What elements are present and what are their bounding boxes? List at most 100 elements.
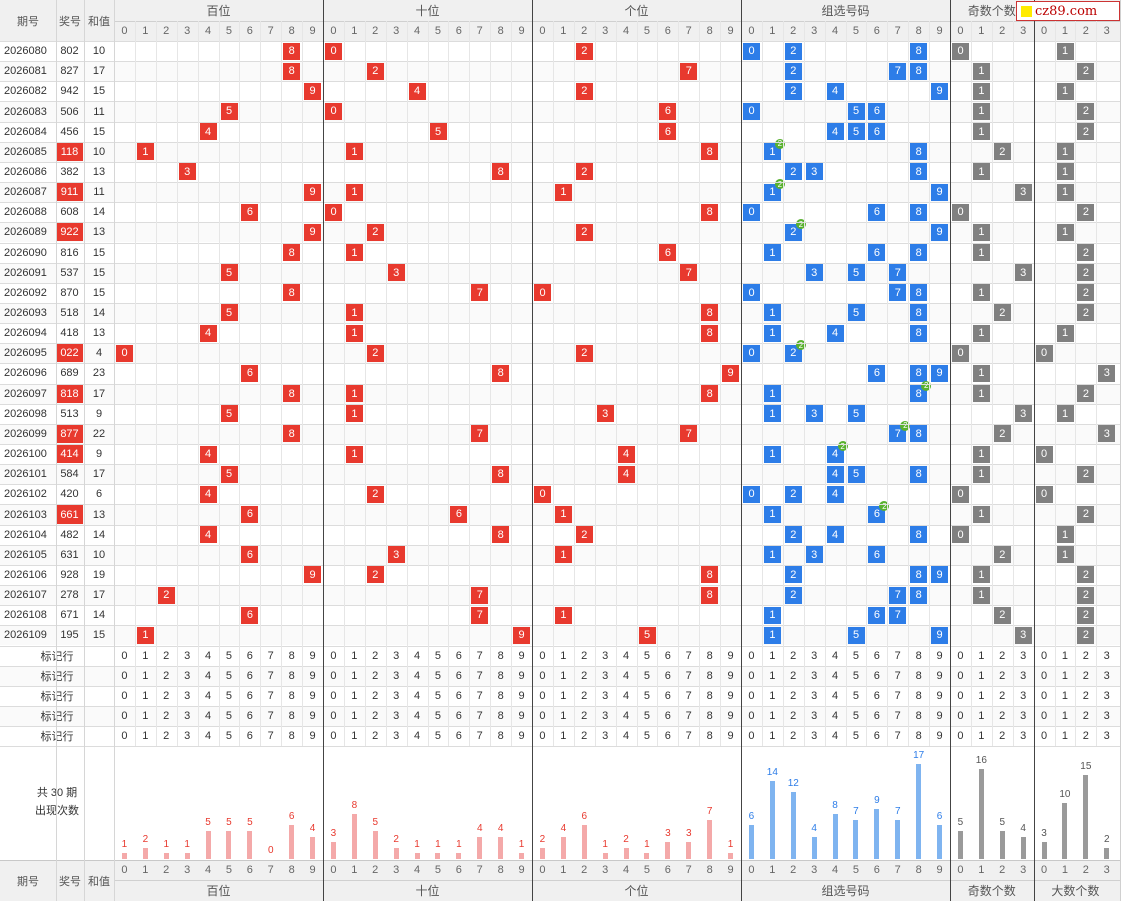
- marker-digit[interactable]: 1: [769, 669, 776, 682]
- marker-digit[interactable]: 9: [309, 730, 316, 743]
- marker-digit[interactable]: 5: [852, 669, 859, 682]
- marker-digit[interactable]: 3: [393, 669, 400, 682]
- marker-digit[interactable]: 6: [664, 689, 671, 702]
- marker-digit[interactable]: 4: [622, 730, 630, 743]
- marker-digit[interactable]: 0: [539, 689, 546, 702]
- marker-digit[interactable]: 7: [476, 689, 483, 702]
- marker-digit[interactable]: 2: [999, 649, 1006, 662]
- marker-digit[interactable]: 5: [434, 649, 441, 662]
- marker-digit[interactable]: 8: [706, 649, 713, 662]
- marker-digit[interactable]: 2: [581, 730, 588, 743]
- marker-digit[interactable]: 3: [811, 649, 818, 662]
- marker-digit[interactable]: 4: [831, 710, 839, 722]
- marker-digit[interactable]: 2: [163, 710, 170, 722]
- marker-digit[interactable]: 4: [413, 689, 421, 702]
- marker-digit[interactable]: 2: [1082, 689, 1089, 702]
- marker-digit[interactable]: 6: [664, 649, 671, 662]
- marker-digit[interactable]: 3: [1103, 710, 1110, 722]
- marker-digit[interactable]: 8: [288, 689, 295, 702]
- marker-digit[interactable]: 1: [769, 710, 776, 722]
- marker-digit[interactable]: 7: [476, 730, 483, 743]
- marker-digit[interactable]: 6: [873, 710, 880, 722]
- marker-digit[interactable]: 1: [769, 689, 776, 702]
- marker-digit[interactable]: 7: [685, 669, 692, 682]
- marker-digit[interactable]: 1: [560, 710, 567, 722]
- marker-digit[interactable]: 8: [915, 669, 922, 682]
- marker-digit[interactable]: 0: [539, 649, 546, 662]
- marker-digit[interactable]: 2: [372, 730, 379, 743]
- marker-digit[interactable]: 9: [936, 649, 943, 662]
- marker-digit[interactable]: 1: [142, 689, 149, 702]
- marker-digit[interactable]: 5: [225, 730, 232, 743]
- marker-digit[interactable]: 1: [978, 669, 985, 682]
- marker-digit[interactable]: 3: [393, 689, 400, 702]
- marker-digit[interactable]: 8: [915, 730, 922, 743]
- marker-digit[interactable]: 5: [643, 710, 650, 722]
- marker-digit[interactable]: 3: [1020, 710, 1027, 722]
- marker-digit[interactable]: 2: [581, 649, 588, 662]
- marker-digit[interactable]: 1: [142, 649, 149, 662]
- marker-digit[interactable]: 3: [1020, 649, 1027, 662]
- marker-digit[interactable]: 2: [790, 669, 797, 682]
- marker-digit[interactable]: 0: [957, 669, 964, 682]
- marker-digit[interactable]: 3: [811, 730, 818, 743]
- marker-digit[interactable]: 8: [497, 649, 504, 662]
- marker-digit[interactable]: 8: [497, 730, 504, 743]
- marker-digit[interactable]: 1: [560, 730, 567, 743]
- marker-digit[interactable]: 9: [309, 710, 316, 722]
- marker-digit[interactable]: 0: [957, 649, 964, 662]
- marker-digit[interactable]: 0: [121, 730, 128, 743]
- marker-digit[interactable]: 7: [685, 649, 692, 662]
- marker-digit[interactable]: 9: [518, 730, 525, 743]
- marker-digit[interactable]: 2: [1082, 649, 1089, 662]
- marker-digit[interactable]: 0: [748, 649, 755, 662]
- marker-digit[interactable]: 3: [602, 669, 609, 682]
- marker-digit[interactable]: 8: [288, 669, 295, 682]
- marker-digit[interactable]: 1: [560, 669, 567, 682]
- marker-digit[interactable]: 1: [351, 669, 358, 682]
- marker-digit[interactable]: 7: [685, 710, 692, 722]
- marker-digit[interactable]: 8: [706, 710, 713, 722]
- marker-digit[interactable]: 7: [267, 730, 274, 743]
- marker-digit[interactable]: 1: [978, 730, 985, 743]
- marker-digit[interactable]: 3: [184, 730, 191, 743]
- marker-digit[interactable]: 0: [539, 710, 546, 722]
- marker-digit[interactable]: 3: [393, 649, 400, 662]
- marker-digit[interactable]: 3: [1020, 730, 1027, 743]
- marker-digit[interactable]: 1: [142, 710, 149, 722]
- marker-digit[interactable]: 1: [978, 710, 985, 722]
- marker-digit[interactable]: 3: [184, 710, 191, 722]
- marker-digit[interactable]: 5: [852, 710, 859, 722]
- marker-digit[interactable]: 0: [748, 689, 755, 702]
- marker-digit[interactable]: 4: [413, 649, 421, 662]
- marker-digit[interactable]: 6: [664, 730, 671, 743]
- marker-digit[interactable]: 8: [497, 710, 504, 722]
- marker-digit[interactable]: 4: [204, 669, 212, 682]
- marker-digit[interactable]: 2: [999, 710, 1006, 722]
- marker-digit[interactable]: 4: [622, 689, 630, 702]
- marker-digit[interactable]: 7: [267, 689, 274, 702]
- marker-digit[interactable]: 1: [1061, 669, 1068, 682]
- marker-digit[interactable]: 0: [121, 649, 128, 662]
- marker-digit[interactable]: 3: [1020, 669, 1027, 682]
- marker-digit[interactable]: 0: [330, 689, 337, 702]
- marker-digit[interactable]: 4: [204, 689, 212, 702]
- marker-digit[interactable]: 9: [936, 730, 943, 743]
- marker-digit[interactable]: 5: [643, 689, 650, 702]
- marker-digit[interactable]: 7: [267, 649, 274, 662]
- marker-digit[interactable]: 9: [727, 689, 734, 702]
- marker-digit[interactable]: 0: [748, 710, 755, 722]
- marker-digit[interactable]: 5: [434, 689, 441, 702]
- marker-digit[interactable]: 3: [184, 689, 191, 702]
- marker-digit[interactable]: 7: [267, 669, 274, 682]
- marker-digit[interactable]: 2: [1082, 669, 1089, 682]
- marker-digit[interactable]: 7: [894, 649, 901, 662]
- marker-digit[interactable]: 7: [476, 669, 483, 682]
- marker-digit[interactable]: 9: [727, 710, 734, 722]
- marker-digit[interactable]: 4: [204, 649, 212, 662]
- marker-digit[interactable]: 9: [309, 669, 316, 682]
- marker-digit[interactable]: 2: [163, 649, 170, 662]
- marker-digit[interactable]: 4: [413, 669, 421, 682]
- marker-digit[interactable]: 0: [1040, 689, 1048, 702]
- marker-digit[interactable]: 0: [748, 669, 755, 682]
